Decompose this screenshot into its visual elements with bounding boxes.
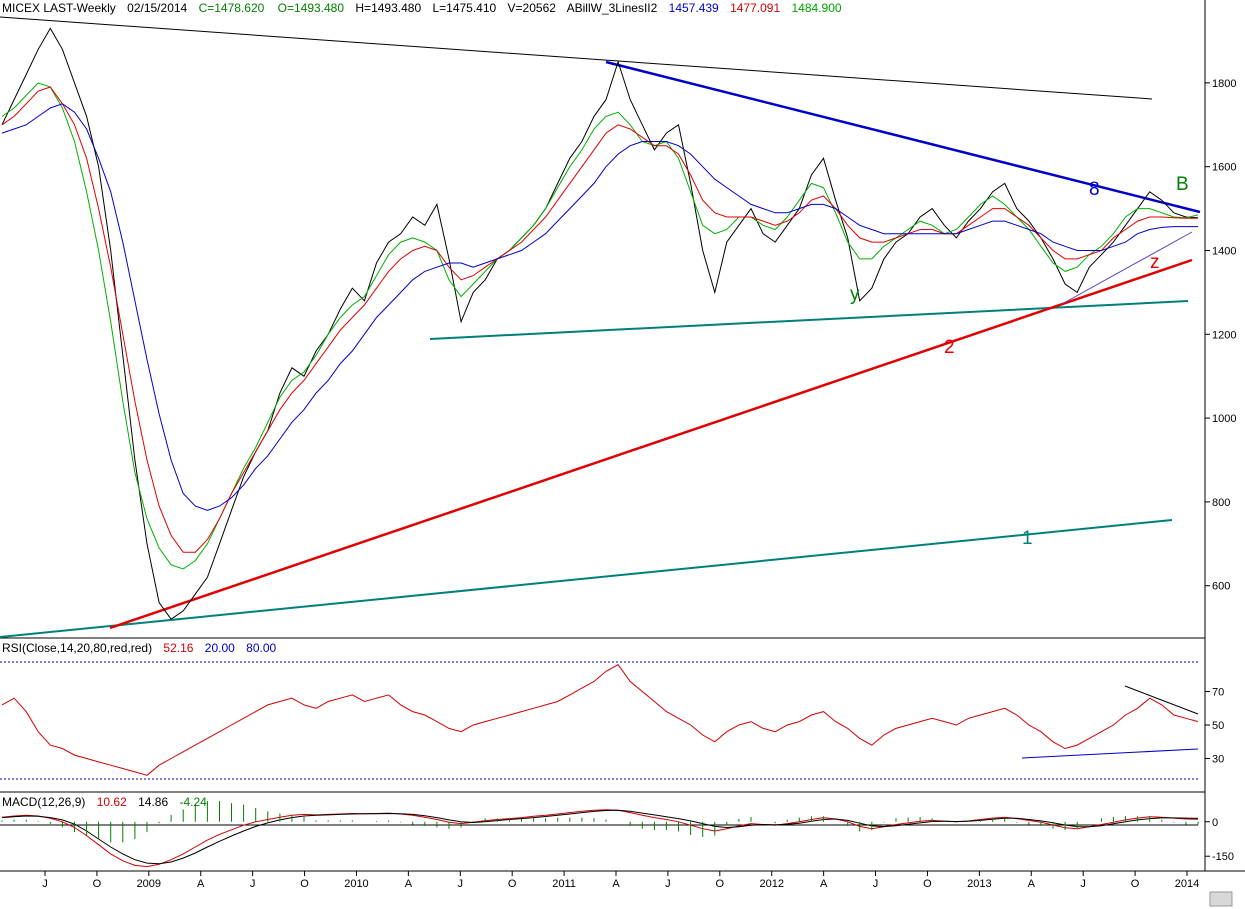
series-rsi (1, 664, 1199, 776)
x-tick-label-21: O (1131, 878, 1140, 890)
x-axis: J O 2009 A J O 2010 A J O 2011 A J O 2012 A J O 2013 A J O 201… (42, 871, 1199, 890)
rsi-trend-black (1124, 685, 1199, 715)
x-tick-label-1: O (93, 878, 102, 890)
macd-hist: -4.24 (179, 795, 207, 809)
label-b: B (1176, 174, 1189, 195)
x-tick-label-9: O (508, 878, 517, 890)
scroll-corner[interactable] (1209, 891, 1233, 907)
x-tick-label-22: 2014 (1175, 878, 1199, 890)
x-tick-label-5: O (300, 878, 309, 890)
rsi-high: 80.00 (246, 641, 276, 655)
label-y: y (850, 284, 860, 305)
label-2: 2 (944, 337, 955, 358)
label-z: z (1150, 252, 1160, 273)
series-blue-ma (1, 103, 1198, 511)
trendline-teal-1 (0, 519, 1173, 638)
price-series (1, 27, 1199, 620)
rsi-tick-label-0: 70 (1212, 687, 1224, 699)
header-ind-green: 1484.900 (791, 1, 841, 15)
x-tick-label-20: J (1080, 878, 1086, 890)
panel-frames (0, 0, 1245, 872)
header-low: L=1475.410 (432, 1, 496, 15)
price-tick-label-2: 1400 (1212, 245, 1236, 257)
series-red-ma (1, 86, 1198, 553)
macd-header: MACD(12,26,9) 10.62 14.86 -4.24 (2, 795, 207, 809)
x-tick-label-2: 2009 (137, 878, 161, 890)
header-close: C=1478.620 (199, 1, 265, 15)
trend-lines (0, 16, 1201, 759)
macd-tick-label-0: 0 (1212, 817, 1218, 829)
series-price (1, 27, 1199, 620)
rsi-y-axis: 70 50 30 (1205, 687, 1224, 766)
rsi-value: 52.16 (163, 641, 193, 655)
rsi-bands (0, 661, 1198, 780)
price-tick-label-3: 1200 (1212, 329, 1236, 341)
x-tick-label-11: A (612, 878, 620, 890)
x-tick-label-14: 2012 (759, 878, 783, 890)
price-tick-label-4: 1000 (1212, 413, 1236, 425)
macd-signal: 14.86 (138, 795, 168, 809)
header-indicator: ABillW_3LinesII2 (567, 1, 658, 15)
x-tick-label-19: A (1028, 878, 1036, 890)
rsi-header: RSI(Close,14,20,80,red,red) 52.16 20.00 … (2, 641, 277, 655)
header-ind-blue: 1457.439 (669, 1, 719, 15)
header-volume: V=20562 (508, 1, 557, 15)
price-tick-label-5: 800 (1212, 497, 1230, 509)
x-tick-label-15: A (820, 878, 828, 890)
macd-tick-label-1: -150 (1212, 851, 1234, 863)
x-tick-label-4: J (250, 878, 256, 890)
rsi-tick-label-1: 50 (1212, 720, 1224, 732)
price-tick-label-6: 600 (1212, 581, 1230, 593)
trendline-red-2 (109, 258, 1193, 630)
x-tick-label-17: O (923, 878, 932, 890)
rsi-label: RSI(Close,14,20,80,red,red) (2, 641, 152, 655)
rsi-tick-label-2: 30 (1212, 754, 1224, 766)
header-open: O=1493.480 (278, 1, 345, 15)
header-high: H=1493.480 (355, 1, 421, 15)
price-tick-label-1: 1600 (1212, 162, 1236, 174)
price-y-axis: 1800 1600 1400 1200 1000 800 600 (1205, 78, 1236, 593)
trendline-teal-support (429, 300, 1189, 340)
x-tick-label-13: O (716, 878, 725, 890)
macd-series (1, 801, 1199, 868)
x-tick-label-16: J (873, 878, 879, 890)
trendline-purple (1061, 231, 1193, 305)
x-tick-label-10: 2011 (552, 878, 576, 890)
macd-label: MACD(12,26,9) (2, 795, 85, 809)
macd-value: 10.62 (97, 795, 127, 809)
header-ind-red: 1477.091 (730, 1, 780, 15)
x-tick-label-8: J (458, 878, 464, 890)
series-macd-signal (1, 809, 1199, 865)
rsi-low: 20.00 (205, 641, 235, 655)
header-symbol: MICEX LAST-Weekly (2, 1, 116, 15)
price-tick-label-0: 1800 (1212, 78, 1236, 90)
x-tick-label-0: J (42, 878, 48, 890)
series-macd (1, 809, 1199, 868)
rsi-trend-blue (1021, 748, 1199, 759)
label-8: 8 (1089, 179, 1100, 200)
price-header: MICEX LAST-Weekly 02/15/2014 C=1478.620 … (2, 1, 842, 15)
x-tick-label-3: A (197, 878, 205, 890)
x-tick-label-12: J (665, 878, 671, 890)
header-date: 02/15/2014 (127, 1, 187, 15)
macd-y-axis: 0 -150 (1205, 817, 1234, 863)
rsi-series (1, 664, 1199, 776)
trendline-blue-8 (605, 60, 1201, 214)
x-tick-label-7: A (405, 878, 413, 890)
trendline-upper-black (0, 16, 1153, 100)
series-green-ma (1, 82, 1199, 570)
x-tick-label-6: 2010 (344, 878, 368, 890)
label-1: 1 (1022, 528, 1033, 549)
x-tick-label-18: 2013 (967, 878, 991, 890)
